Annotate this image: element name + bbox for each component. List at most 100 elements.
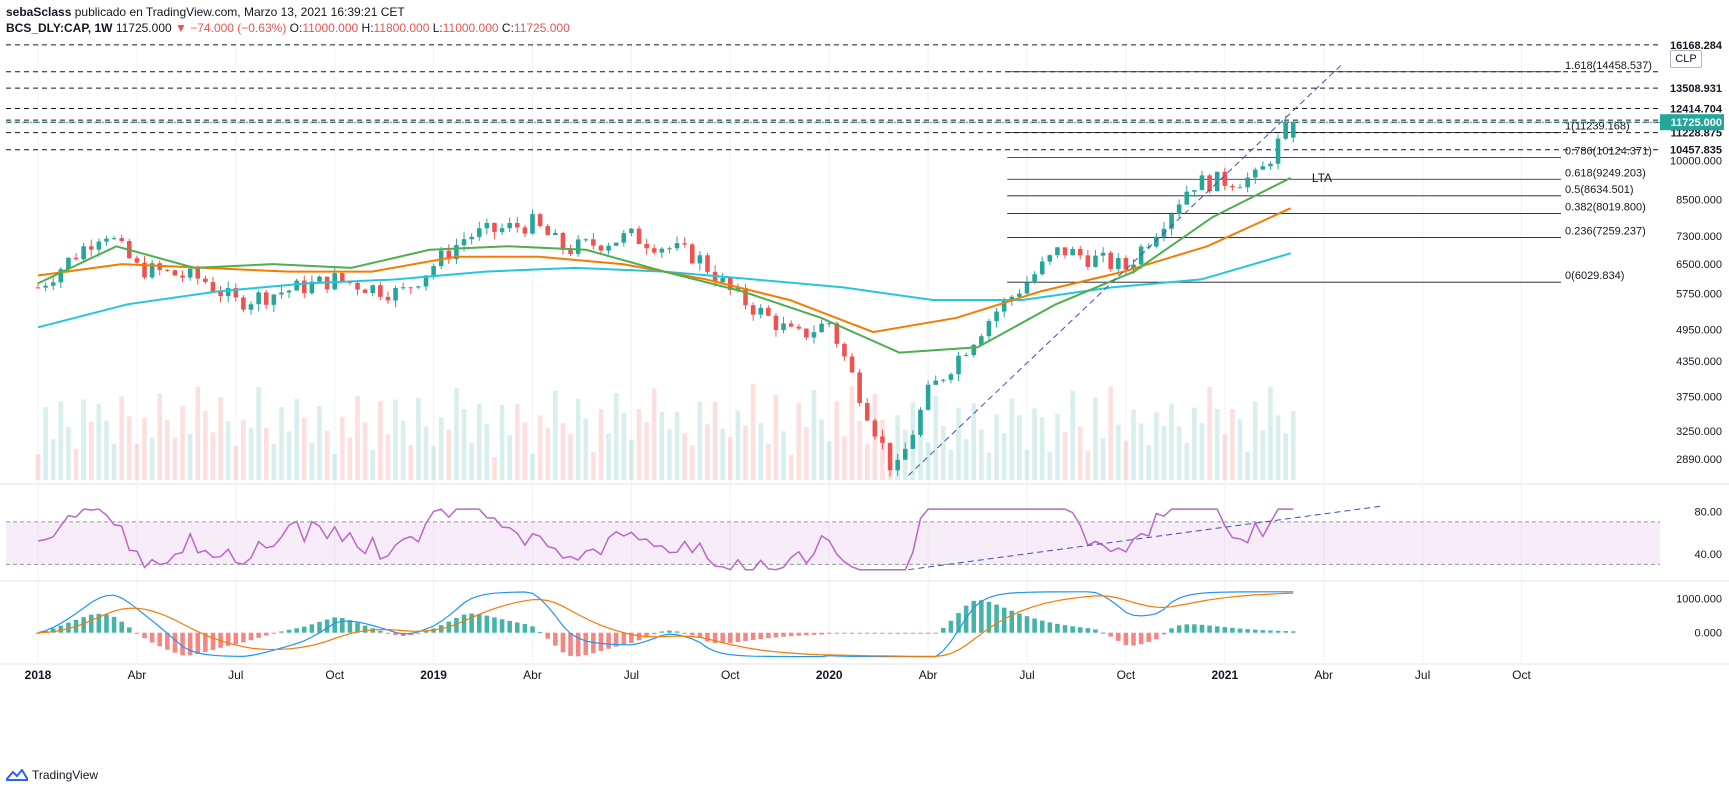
macd-histogram-bar: [902, 632, 908, 634]
candle-body: [1275, 138, 1281, 164]
price-axis-label: 12414.704: [1670, 103, 1723, 115]
macd-axis-label: 0.000: [1694, 628, 1722, 640]
candle-body: [872, 420, 878, 437]
candle-body: [1184, 191, 1190, 205]
volume-bar: [1001, 433, 1007, 480]
macd-histogram-bar: [659, 631, 665, 633]
candle-body: [553, 232, 558, 236]
candle-body: [476, 228, 482, 237]
volume-bar: [583, 418, 589, 480]
volume-bar: [309, 442, 315, 480]
volume-bar: [994, 414, 999, 480]
macd-histogram-bar: [804, 632, 809, 636]
candle-body: [1116, 258, 1121, 269]
macd-histogram-bar: [651, 632, 657, 635]
macd-histogram-bar: [88, 614, 94, 633]
candle-body: [400, 287, 406, 289]
macd-histogram-bar: [864, 632, 870, 634]
rsi-band: [6, 521, 1660, 565]
price-axis-label: 5750.000: [1676, 289, 1722, 301]
candle-body: [66, 257, 71, 270]
macd-histogram-bar: [1108, 632, 1113, 637]
candle-body: [248, 304, 254, 310]
candle-body: [279, 292, 284, 295]
volume-bar: [1047, 451, 1053, 480]
macd-histogram-bar: [1032, 618, 1037, 633]
macd-histogram-bar: [674, 631, 680, 633]
macd-histogram-bar: [910, 632, 916, 634]
candle-body: [644, 243, 649, 249]
time-tick-label: Abr: [523, 668, 542, 682]
volume-bar: [340, 416, 345, 480]
candle-body: [925, 384, 931, 410]
volume-bar: [1199, 422, 1205, 480]
volume-bar: [606, 433, 611, 480]
volume-bar: [1070, 390, 1075, 480]
macd-histogram-bar: [134, 632, 140, 634]
volume-bar: [301, 417, 307, 480]
price-axis-label: 10457.835: [1670, 145, 1722, 157]
macd-histogram-bar: [454, 617, 459, 633]
macd-histogram-bar: [423, 630, 429, 633]
candle-body: [1207, 175, 1212, 192]
volume-bar: [142, 417, 147, 480]
macd-histogram-bar: [644, 632, 649, 638]
macd-histogram-bar: [362, 625, 368, 633]
volume-bar: [446, 429, 452, 480]
candle-body: [1214, 171, 1220, 192]
volume-bar: [1108, 386, 1113, 480]
macd-histogram-bar: [1009, 610, 1015, 633]
fib-level-label: 1.618(14458.537): [1565, 60, 1652, 72]
candle-body: [986, 321, 992, 337]
volume-bar: [73, 448, 79, 480]
currency-badge[interactable]: CLP: [1670, 50, 1702, 68]
candle-body: [880, 436, 885, 443]
macd-histogram-bar: [317, 621, 322, 633]
candle-body: [416, 286, 421, 288]
volume-bar: [766, 443, 771, 480]
candle-body: [408, 287, 414, 289]
macd-histogram-bar: [35, 632, 41, 634]
macd-histogram-bar: [96, 613, 102, 633]
footer-brand[interactable]: TradingView: [6, 768, 98, 782]
candle-body: [1131, 264, 1136, 270]
candle-body: [454, 245, 459, 260]
volume-bar: [1214, 409, 1220, 480]
volume-bar: [682, 433, 687, 480]
macd-histogram-bar: [142, 632, 147, 639]
volume-bar: [568, 434, 573, 480]
volume-bar: [750, 383, 756, 480]
volume-bar: [857, 420, 862, 480]
candle-body: [796, 326, 802, 329]
symbol-label[interactable]: BCS_DLY:CAP, 1W: [6, 21, 113, 35]
volume-bar: [1245, 451, 1250, 480]
candle-body: [256, 292, 261, 305]
volume-bar: [431, 445, 436, 480]
candle-body: [1260, 166, 1266, 170]
volume-bar: [248, 428, 254, 480]
candle-body: [431, 266, 436, 276]
author-name[interactable]: sebaSclass: [6, 5, 72, 19]
candle-body: [1047, 255, 1053, 262]
candle-body: [735, 288, 741, 290]
candle-body: [423, 275, 429, 287]
macd-histogram-bar: [1146, 632, 1152, 642]
volume-bar: [1222, 434, 1228, 480]
macd-histogram-bar: [522, 623, 528, 633]
candle-body: [1055, 247, 1060, 256]
candle-body: [172, 270, 178, 276]
macd-histogram-bar: [545, 632, 550, 639]
macd-histogram-bar: [416, 632, 421, 634]
volume-bar: [613, 392, 619, 480]
candle-body: [743, 288, 748, 306]
volume-bar: [956, 407, 961, 480]
macd-histogram-bar: [994, 604, 999, 633]
volume-bar: [621, 412, 627, 480]
macd-histogram-bar: [629, 632, 634, 644]
time-tick-label: 2019: [420, 668, 447, 682]
volume-bar: [332, 454, 337, 480]
volume-bar: [1055, 413, 1060, 480]
candle-body: [910, 434, 916, 449]
macd-histogram-bar: [1017, 613, 1022, 633]
